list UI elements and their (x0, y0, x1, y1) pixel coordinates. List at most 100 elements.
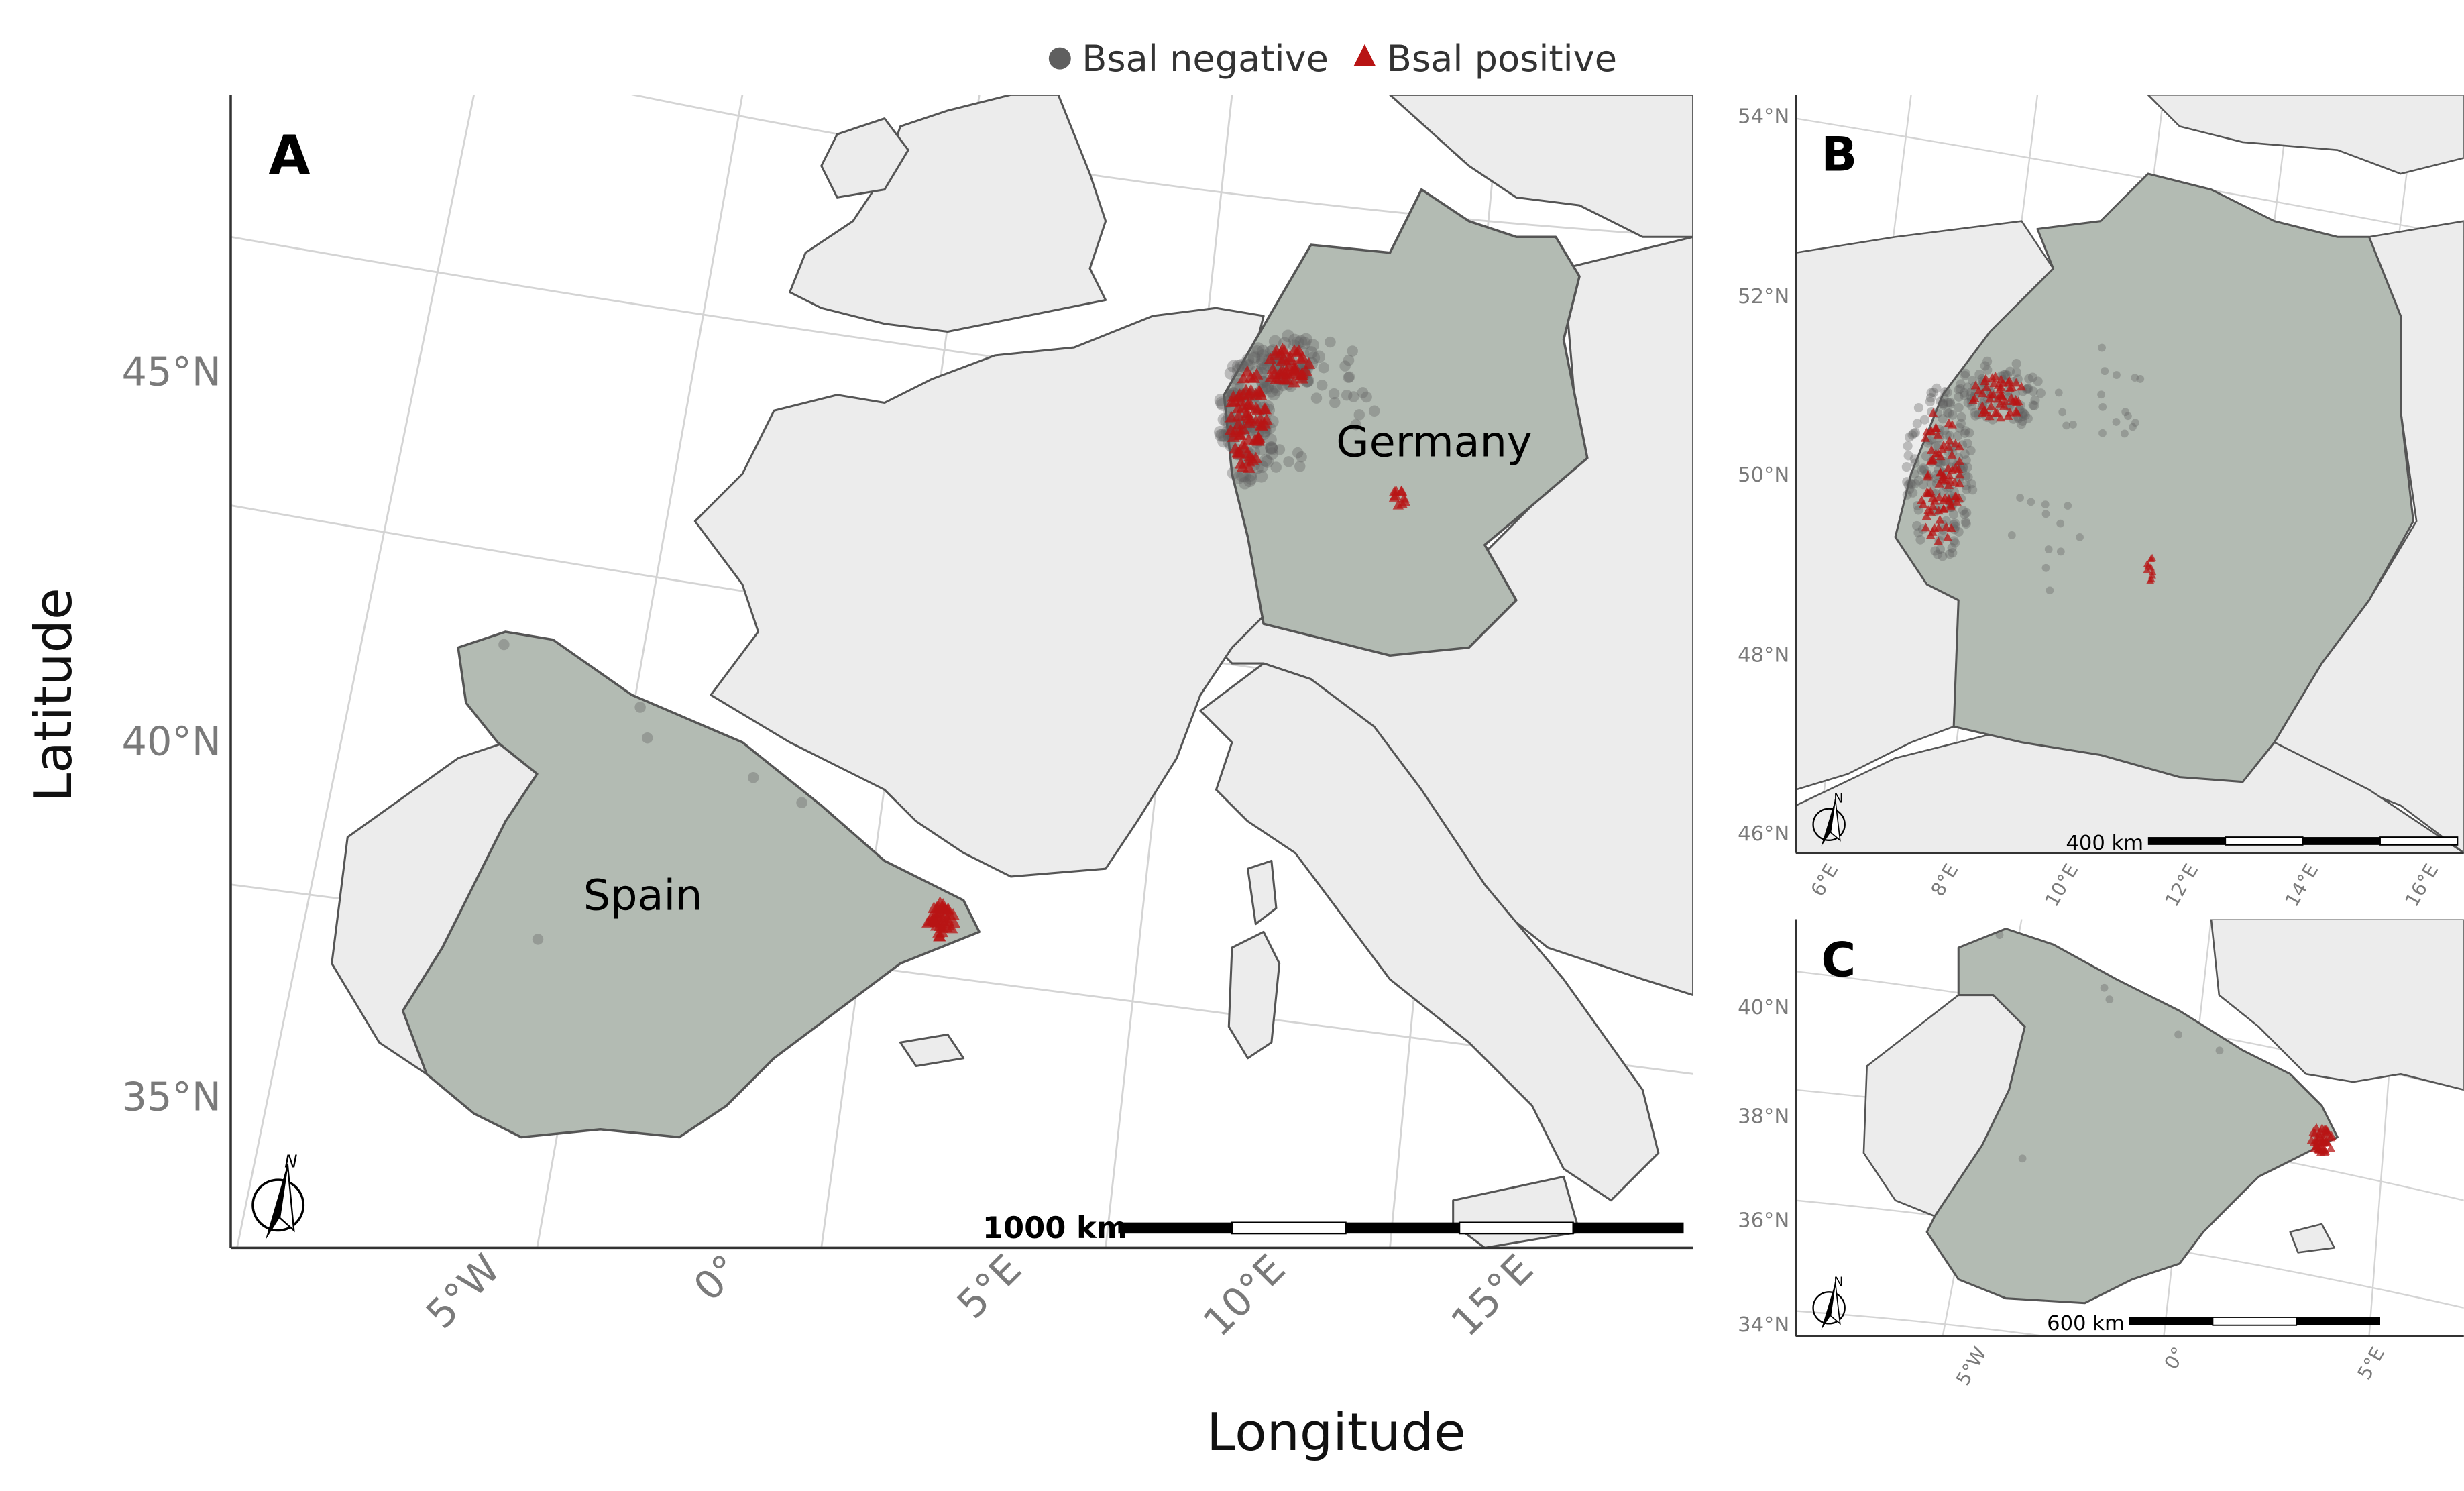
negative-sample-point (1300, 333, 1312, 346)
negative-sample-point (1261, 455, 1274, 468)
negative-sample-point (1316, 380, 1328, 391)
negative-sample-point (1903, 451, 1913, 461)
negative-sample-point (1904, 432, 1915, 442)
negative-sample-point (1954, 402, 1964, 412)
panel-c-samples (1995, 931, 2337, 1163)
svg-text:15°E: 15°E (1442, 1246, 1542, 1345)
negative-sample-point (1256, 345, 1270, 358)
positive-sample-point (930, 901, 944, 913)
panel-c-scalebar: 600 km (2047, 1312, 2380, 1335)
negative-sample-point (1294, 461, 1306, 472)
negative-sample-point (2041, 563, 2050, 572)
positive-sample-point (1241, 447, 1254, 459)
negative-sample-point (2113, 371, 2121, 379)
negative-sample-point (1907, 430, 1917, 440)
negative-sample-point (1265, 384, 1278, 398)
negative-sample-point (2215, 1046, 2224, 1055)
positive-sample-point (1302, 357, 1316, 369)
negative-sample-point (1343, 372, 1355, 384)
negative-sample-point (1903, 480, 1913, 490)
negative-sample-point (2027, 498, 2035, 506)
panel-a-lon-ticks: 5°W 0° 5°E 10°E 15°E (417, 1246, 1542, 1345)
panel-b-germany-shape (1894, 172, 2414, 783)
positive-sample-point (1225, 396, 1239, 408)
positive-sample-point (2148, 553, 2156, 561)
panel-b-other-land (1795, 95, 2464, 853)
positive-sample-point (1954, 464, 1964, 473)
negative-sample-point (1215, 429, 1229, 442)
negative-sample-point (1298, 337, 1311, 350)
negative-sample-point (2028, 386, 2038, 396)
negative-sample-point (1231, 360, 1245, 373)
positive-sample-point (1264, 370, 1278, 382)
negative-sample-point (1960, 428, 1970, 438)
negative-sample-point (1958, 506, 1968, 516)
negative-sample-point (1966, 479, 1976, 489)
positive-sample-point (1954, 441, 1964, 451)
negative-sample-point (1294, 335, 1308, 348)
negative-sample-point (1936, 396, 1946, 406)
positive-sample-point (1999, 396, 2009, 405)
negative-sample-point (1265, 441, 1278, 454)
negative-sample-point (1962, 484, 1972, 494)
svg-text:0°: 0° (685, 1246, 749, 1310)
positive-sample-point (1264, 352, 1277, 364)
negative-sample-point (1255, 357, 1268, 370)
svg-text:40°N: 40°N (1738, 996, 1789, 1019)
svg-text:48°N: 48°N (1738, 644, 1789, 667)
negative-sample-point (2016, 494, 2024, 502)
negative-sample-point (2101, 367, 2109, 376)
negative-sample-point (1913, 476, 1923, 486)
balearic (899, 1033, 965, 1068)
panel-a-scalebar: 1000 km (983, 1210, 1684, 1246)
svg-text:0°: 0° (2160, 1343, 2190, 1373)
negative-sample-point (1296, 451, 1307, 463)
negative-sample-point (2121, 429, 2129, 438)
negative-sample-point (1265, 443, 1278, 456)
negative-sample-point (1954, 385, 1964, 395)
negative-sample-point (1954, 423, 1964, 433)
negative-sample-point (2098, 402, 2107, 411)
svg-text:8°E: 8°E (1927, 860, 1963, 900)
negative-sample-point (1905, 478, 1915, 488)
negative-sample-point (2028, 400, 2038, 410)
negative-sample-point (747, 772, 759, 783)
positive-sample-point (1289, 365, 1302, 377)
positive-sample-point (1952, 497, 1962, 506)
positive-sample-point (2007, 382, 2017, 391)
negative-sample-point (1251, 345, 1264, 358)
negative-sample-point (2041, 510, 2050, 518)
negative-sample-point (2023, 384, 2033, 394)
positive-sample-point (1931, 423, 1942, 432)
corsica (1247, 859, 1278, 926)
spain-shape (401, 630, 981, 1139)
negative-sample-point (1940, 386, 1950, 397)
negative-sample-point (1961, 518, 1971, 529)
negative-sample-point (2054, 388, 2063, 397)
negative-sample-point (1961, 481, 1971, 491)
negative-sample-point (1343, 354, 1355, 366)
svg-text:5°W: 5°W (1952, 1343, 1991, 1390)
positive-sample-point (1997, 390, 2007, 400)
positive-sample-point (1970, 380, 1980, 390)
negative-sample-point (1918, 480, 1929, 490)
negative-sample-point (1264, 433, 1277, 447)
positive-sample-point (2011, 378, 2021, 387)
negative-sample-point (2131, 374, 2139, 382)
negative-sample-point (1980, 361, 1990, 371)
panel-b-north-arrow-icon: N (1812, 791, 1846, 847)
negative-sample-point (2064, 502, 2072, 510)
negative-sample-point (2024, 374, 2034, 384)
negative-sample-point (1956, 419, 1966, 429)
positive-sample-point (933, 930, 946, 942)
positive-sample-point (1234, 428, 1247, 440)
sardinia (1227, 930, 1281, 1060)
svg-text:52°N: 52°N (1738, 285, 1789, 309)
svg-text:5°W: 5°W (417, 1246, 509, 1337)
negative-sample-point (2041, 500, 2050, 509)
negative-sample-point (1238, 470, 1251, 483)
svg-text:5°E: 5°E (948, 1246, 1030, 1327)
positive-sample-point (1288, 376, 1300, 388)
negative-sample-point (641, 732, 653, 744)
legend-positive-label: Bsal positive (1387, 38, 1617, 80)
